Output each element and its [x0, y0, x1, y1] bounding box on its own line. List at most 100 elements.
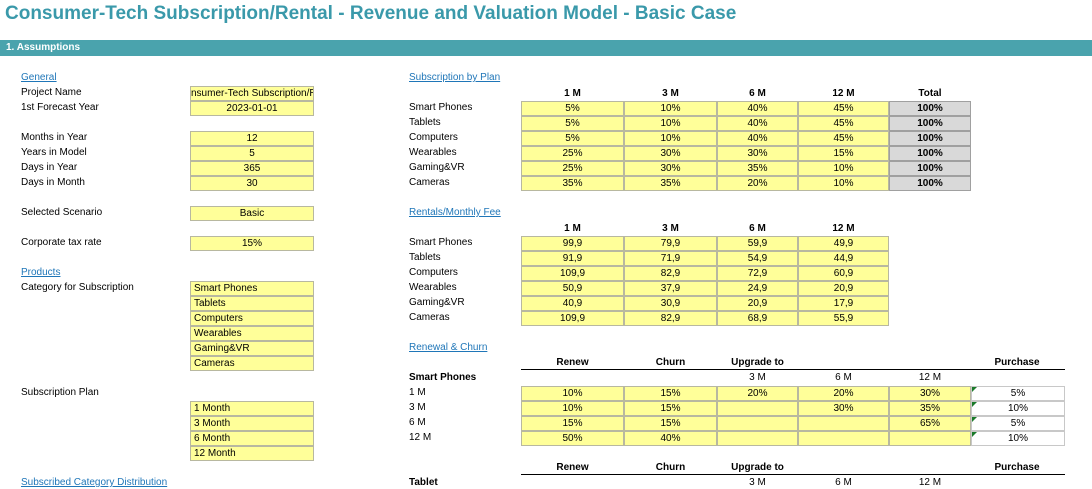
total-cell: 100% [889, 116, 971, 131]
share-input[interactable]: 25% [521, 161, 624, 176]
fee-input[interactable]: 82,9 [624, 311, 717, 326]
upgrade-6m-input[interactable] [798, 431, 889, 446]
share-input[interactable]: 5% [521, 131, 624, 146]
general-input[interactable]: 2023-01-01 [190, 101, 314, 116]
share-input[interactable]: 10% [798, 161, 889, 176]
fee-input[interactable]: 79,9 [624, 236, 717, 251]
share-input[interactable]: 30% [624, 146, 717, 161]
plan-input[interactable]: 6 Month [190, 431, 314, 446]
upgrade-3m-input[interactable]: 20% [717, 386, 798, 401]
fee-input[interactable]: 17,9 [798, 296, 889, 311]
renew-header: Renew [556, 462, 589, 473]
share-input[interactable]: 45% [798, 101, 889, 116]
fee-input[interactable]: 20,9 [717, 296, 798, 311]
fee-input[interactable]: 82,9 [624, 266, 717, 281]
fee-input[interactable]: 50,9 [521, 281, 624, 296]
category-input[interactable]: Computers [190, 311, 314, 326]
upgrade-12m-input[interactable]: 65% [889, 416, 971, 431]
general-label: Days in Month [21, 177, 85, 188]
share-input[interactable]: 10% [624, 131, 717, 146]
fee-input[interactable]: 20,9 [798, 281, 889, 296]
fee-input[interactable]: 55,9 [798, 311, 889, 326]
share-input[interactable]: 30% [624, 161, 717, 176]
renew-input[interactable]: 10% [521, 386, 624, 401]
purchase-cell: 5% [971, 386, 1065, 401]
fee-input[interactable]: 40,9 [521, 296, 624, 311]
share-input[interactable]: 10% [624, 101, 717, 116]
general-input[interactable]: 5 [190, 146, 314, 161]
general-label: Project Name [21, 87, 82, 98]
upgrade-3m-input[interactable] [717, 401, 798, 416]
fee-input[interactable]: 37,9 [624, 281, 717, 296]
share-input[interactable]: 30% [717, 146, 798, 161]
share-input[interactable]: 35% [717, 161, 798, 176]
share-input[interactable]: 10% [624, 116, 717, 131]
general-input[interactable]: nsumer-Tech Subscription/Rental [190, 86, 314, 101]
fee-input[interactable]: 71,9 [624, 251, 717, 266]
share-input[interactable]: 40% [717, 131, 798, 146]
share-input[interactable]: 5% [521, 116, 624, 131]
row-label: Smart Phones [409, 102, 473, 113]
upgrade-6m-input[interactable]: 20% [798, 386, 889, 401]
upgrade-12m-input[interactable]: 35% [889, 401, 971, 416]
share-input[interactable]: 20% [717, 176, 798, 191]
upgrade-6m-input[interactable] [798, 416, 889, 431]
share-input[interactable]: 35% [521, 176, 624, 191]
row-label: Wearables [409, 282, 457, 293]
fee-input[interactable]: 30,9 [624, 296, 717, 311]
plan-input[interactable]: 1 Month [190, 401, 314, 416]
general-input[interactable]: 30 [190, 176, 314, 191]
general-input[interactable]: 365 [190, 161, 314, 176]
upgrade-3m-input[interactable] [717, 416, 798, 431]
share-input[interactable]: 5% [521, 101, 624, 116]
general-heading: General [21, 72, 57, 83]
column-header: 6 M [749, 88, 766, 99]
fee-input[interactable]: 60,9 [798, 266, 889, 281]
upgrade-12m-input[interactable] [889, 431, 971, 446]
upgrade-12m-input[interactable]: 30% [889, 386, 971, 401]
fee-input[interactable]: 44,9 [798, 251, 889, 266]
fee-input[interactable]: 24,9 [717, 281, 798, 296]
renew-input[interactable]: 15% [521, 416, 624, 431]
plan-input[interactable]: 3 Month [190, 416, 314, 431]
fee-input[interactable]: 72,9 [717, 266, 798, 281]
share-input[interactable]: 45% [798, 131, 889, 146]
renew-input[interactable]: 50% [521, 431, 624, 446]
general-label: 1st Forecast Year [21, 102, 99, 113]
row-label: 3 M [409, 402, 426, 413]
share-input[interactable]: 25% [521, 146, 624, 161]
share-input[interactable]: 35% [624, 176, 717, 191]
category-input[interactable]: Cameras [190, 356, 314, 371]
churn-input[interactable]: 15% [624, 401, 717, 416]
category-input[interactable]: Gaming&VR [190, 341, 314, 356]
churn-input[interactable]: 15% [624, 416, 717, 431]
fee-input[interactable]: 99,9 [521, 236, 624, 251]
fee-input[interactable]: 91,9 [521, 251, 624, 266]
share-input[interactable]: 40% [717, 101, 798, 116]
share-input[interactable]: 10% [798, 176, 889, 191]
upgrade-3m-input[interactable] [717, 431, 798, 446]
upgrade-6m-input[interactable]: 30% [798, 401, 889, 416]
churn-input[interactable]: 40% [624, 431, 717, 446]
general-input[interactable]: 15% [190, 236, 314, 251]
fee-input[interactable]: 109,9 [521, 311, 624, 326]
share-input[interactable]: 45% [798, 116, 889, 131]
share-input[interactable]: 40% [717, 116, 798, 131]
share-input[interactable]: 15% [798, 146, 889, 161]
general-input[interactable]: Basic [190, 206, 314, 221]
total-cell: 100% [889, 161, 971, 176]
fee-input[interactable]: 109,9 [521, 266, 624, 281]
category-input[interactable]: Wearables [190, 326, 314, 341]
fee-input[interactable]: 54,9 [717, 251, 798, 266]
fee-input[interactable]: 68,9 [717, 311, 798, 326]
churn-input[interactable]: 15% [624, 386, 717, 401]
fee-input[interactable]: 59,9 [717, 236, 798, 251]
renew-input[interactable]: 10% [521, 401, 624, 416]
header-rule [521, 474, 1065, 475]
general-input[interactable]: 12 [190, 131, 314, 146]
category-input[interactable]: Smart Phones [190, 281, 314, 296]
category-input[interactable]: Tablets [190, 296, 314, 311]
plan-input[interactable]: 12 Month [190, 446, 314, 461]
row-label: 1 M [409, 387, 426, 398]
fee-input[interactable]: 49,9 [798, 236, 889, 251]
